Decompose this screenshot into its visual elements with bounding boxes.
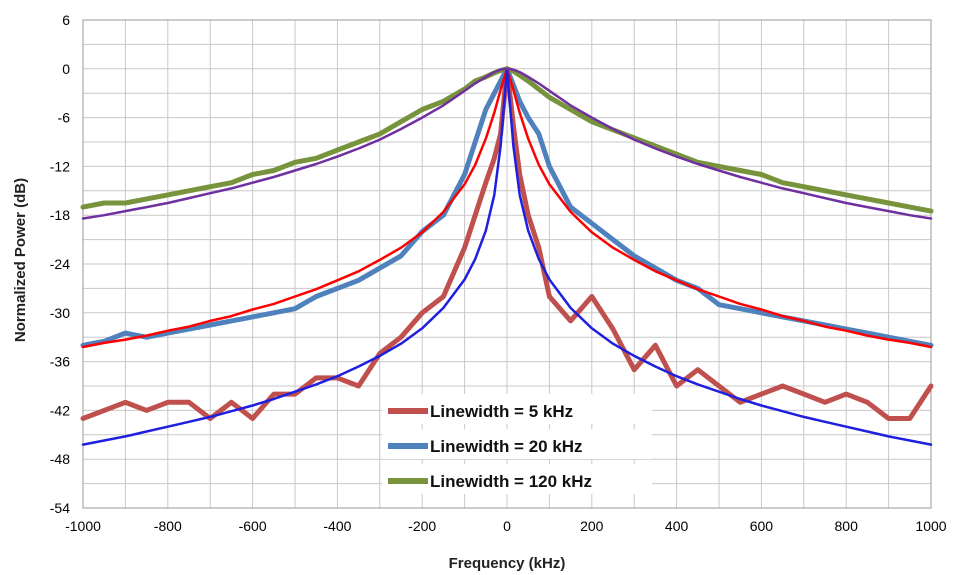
x-axis-title: Frequency (kHz) [449,555,566,572]
y-axis-title: Normalized Power (dB) [12,178,29,342]
y-tick-label: 6 [62,12,70,28]
y-tick-label: -12 [50,158,70,174]
x-tick-label: -600 [239,518,267,534]
legend-label: Linewidth = 20 kHz [430,437,583,456]
y-tick-label: -48 [50,451,70,467]
legend-label: Linewidth = 120 kHz [430,472,592,491]
y-tick-label: -36 [50,354,70,370]
tick-labels: -1000 -800 -600 -400 -200 0 200 400 600 800 1000 6 0… [50,12,947,534]
x-tick-label: 0 [503,518,511,534]
plot-area-frame [82,19,932,509]
legend: Linewidth = 5 kHz Linewidth = 20 kHz Linew… [382,394,652,494]
x-tick-label: 600 [750,518,774,534]
y-tick-label: -24 [50,256,70,272]
y-tick-label: -30 [50,305,70,321]
x-tick-label: -400 [323,518,351,534]
series-lines [80,66,934,446]
x-tick-label: 800 [835,518,859,534]
y-tick-label: -54 [50,500,70,516]
x-tick-label: -800 [154,518,182,534]
y-tick-label: -42 [50,402,70,418]
x-tick-label: 1000 [915,518,946,534]
legend-label: Linewidth = 5 kHz [430,402,573,421]
y-tick-label: 0 [62,61,70,77]
y-tick-label: -6 [58,110,71,126]
x-tick-label: -1000 [65,518,101,534]
x-tick-label: -200 [408,518,436,534]
x-tick-label: 400 [665,518,689,534]
y-tick-label: -18 [50,207,70,223]
x-tick-label: 200 [580,518,604,534]
series-line-5 [81,67,933,220]
